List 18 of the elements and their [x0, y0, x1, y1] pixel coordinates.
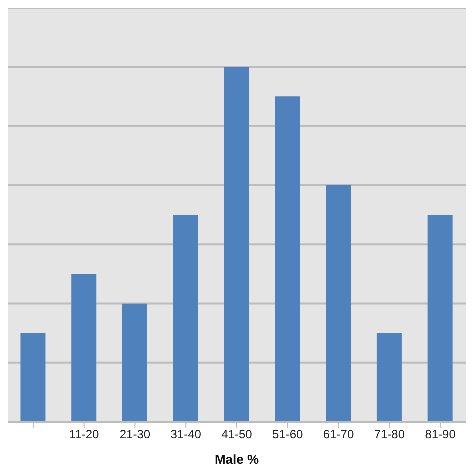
bar — [275, 96, 300, 422]
x-tick-label: 21-30 — [120, 428, 151, 442]
bar — [376, 333, 402, 422]
bar — [122, 304, 148, 422]
x-tick-label: 71-80 — [374, 428, 406, 442]
bar — [72, 274, 97, 422]
bar — [428, 215, 453, 422]
x-tick-label: 31-40 — [170, 428, 202, 442]
bar — [173, 215, 198, 422]
x-tick-label: 51-60 — [272, 428, 304, 442]
bar — [224, 67, 250, 422]
bar — [326, 185, 352, 422]
x-tick-label: 81-90 — [425, 428, 456, 442]
bar — [20, 333, 46, 422]
x-tick-label: 41-50 — [222, 428, 253, 442]
x-tick-label: 61-70 — [323, 428, 354, 442]
x-axis-title: Male % — [214, 452, 260, 467]
x-tick-label: 11-20 — [69, 428, 100, 442]
